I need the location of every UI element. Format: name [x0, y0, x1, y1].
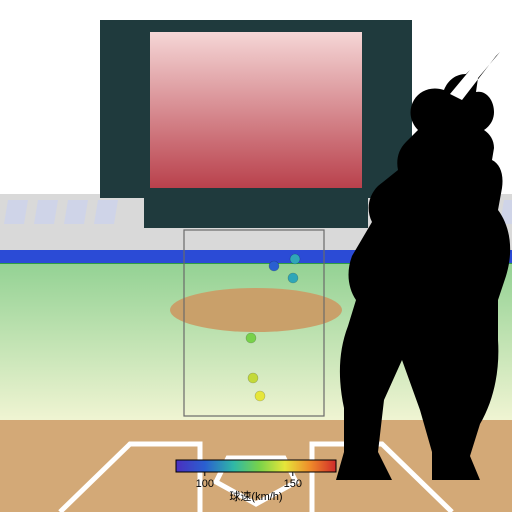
- pitchers-mound: [170, 288, 342, 332]
- stand-window: [64, 200, 88, 224]
- scoreboard-screen: [150, 32, 362, 188]
- colorbar-tick-label: 100: [196, 478, 214, 490]
- pitch-marker: [255, 391, 265, 401]
- colorbar-label: 球速(km/h): [229, 489, 282, 503]
- colorbar: [176, 460, 336, 472]
- scoreboard-base: [144, 198, 368, 228]
- pitch-marker: [269, 261, 279, 271]
- pitch-marker: [290, 254, 300, 264]
- pitch-marker: [288, 273, 298, 283]
- chart-svg: 100 150球速(km/h): [0, 0, 512, 512]
- stand-window: [34, 200, 58, 224]
- pitch-marker: [246, 333, 256, 343]
- pitch-marker: [248, 373, 258, 383]
- pitch-location-chart: 100 150球速(km/h): [0, 0, 512, 512]
- stand-window: [94, 200, 118, 224]
- colorbar-tick-label: 150: [284, 478, 302, 490]
- stand-window: [4, 200, 28, 224]
